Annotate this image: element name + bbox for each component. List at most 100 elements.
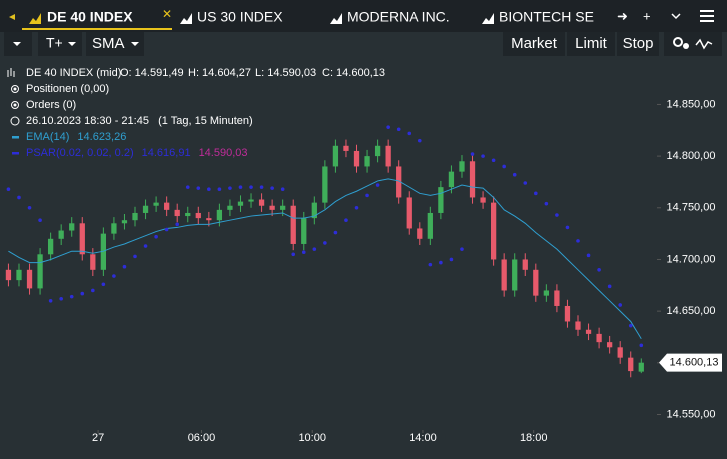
psar-dot	[502, 164, 506, 169]
candle-body	[58, 230, 64, 239]
psar-dot	[112, 274, 116, 278]
psar-dot	[375, 183, 380, 187]
psar-dot	[185, 185, 190, 189]
psar-dot	[217, 187, 222, 191]
icon	[673, 37, 683, 47]
psar-dot	[48, 299, 53, 303]
candle-body	[174, 209, 180, 217]
tab-icon	[29, 13, 41, 24]
candle-body	[185, 212, 191, 217]
psar-dot	[333, 230, 338, 235]
add-icon[interactable]: +	[643, 8, 651, 23]
menu-icon[interactable]	[671, 13, 681, 20]
psar-dot	[164, 227, 169, 232]
tab[interactable]: MODERNA INC.	[347, 9, 450, 25]
candle-body	[79, 223, 85, 255]
psar-dot	[312, 247, 317, 251]
candle-body	[575, 321, 581, 330]
candle-body	[564, 305, 571, 322]
psar-dot	[344, 218, 348, 222]
button[interactable]	[617, 32, 659, 56]
back-icon[interactable]	[9, 14, 15, 20]
candle-body	[396, 166, 402, 198]
ema-line	[8, 178, 642, 340]
x-tick-label: 27	[92, 432, 104, 444]
tab[interactable]: US 30 INDEX	[197, 9, 283, 25]
psar-dot	[101, 282, 106, 287]
psar-dot	[565, 225, 570, 230]
candle-body	[195, 212, 201, 219]
psar-dot	[365, 193, 369, 198]
positions: Positionen (0,00)	[26, 83, 109, 95]
last-price-label: 14.600,13	[670, 357, 719, 369]
candle-body	[111, 223, 117, 234]
psar-dot	[607, 284, 612, 289]
candle-body	[227, 205, 233, 210]
x-tick-label: 06:00	[188, 432, 216, 444]
psar-dot	[481, 154, 485, 158]
psar-dot	[143, 244, 148, 248]
candle-body	[617, 347, 623, 358]
icon	[683, 43, 689, 49]
candle-body	[533, 269, 539, 296]
icon	[13, 103, 17, 107]
candle-body	[290, 205, 296, 244]
tab[interactable]: DE 40 INDEX	[47, 9, 133, 25]
period: 26.10.2023 18:30 - 21:45 (1 Tag, 15 Minu…	[26, 115, 253, 127]
dropdown-icon	[68, 42, 76, 46]
last-price-tag	[659, 353, 722, 372]
candle-body	[607, 342, 613, 348]
button-label: Stop	[623, 35, 654, 52]
psar-dot	[428, 262, 433, 267]
next-icon[interactable]: ➜	[617, 8, 628, 23]
menu-icon[interactable]	[700, 10, 714, 22]
candle-body	[237, 201, 244, 206]
psar-dot	[38, 218, 42, 222]
psar-dot	[586, 253, 591, 258]
ohlc: O: 14.591,49	[120, 67, 184, 79]
y-tick-label: 14.650,00	[667, 305, 716, 317]
tab-icon	[180, 13, 192, 24]
legend-value: 14.590,03	[199, 147, 248, 159]
candle-body	[206, 218, 212, 221]
psar-dot	[386, 125, 390, 129]
psar-dot	[470, 152, 475, 156]
psar-dot	[354, 205, 359, 210]
button-label: Market	[511, 35, 558, 52]
psar-dot	[491, 158, 496, 163]
psar-dot	[154, 234, 158, 239]
psar-dot	[396, 127, 401, 132]
candle-body	[596, 333, 602, 343]
icon	[695, 38, 713, 50]
psar-dot	[555, 213, 559, 217]
candle-body	[501, 259, 507, 291]
button[interactable]	[38, 32, 82, 56]
ohlc: H: 14.604,27	[188, 67, 251, 79]
button[interactable]	[567, 32, 615, 56]
candle-body	[512, 259, 518, 291]
candle-body	[628, 357, 634, 372]
button-label: T+	[46, 35, 63, 51]
psar-dot	[80, 291, 85, 296]
psar-dot	[544, 201, 549, 206]
button-label: Limit	[575, 35, 608, 52]
button[interactable]	[664, 32, 722, 56]
dropdown-icon	[131, 42, 139, 46]
close-icon[interactable]: ✕	[162, 7, 172, 21]
psar-dot	[301, 250, 306, 255]
psar-dot	[407, 131, 412, 136]
candle-body	[301, 218, 307, 244]
button[interactable]	[503, 32, 565, 56]
y-tick-label: 14.800,00	[667, 150, 716, 162]
candle-body	[16, 269, 22, 281]
psar-dot	[449, 257, 454, 262]
psar-dot	[523, 181, 528, 185]
psar-dot	[122, 264, 127, 269]
candle-body	[47, 238, 54, 255]
candle-body	[69, 223, 75, 231]
candle-body	[459, 161, 465, 172]
tab[interactable]: BIONTECH SE	[499, 9, 594, 25]
psar-dot	[133, 254, 137, 259]
x-tick-label: 14:00	[409, 432, 437, 444]
